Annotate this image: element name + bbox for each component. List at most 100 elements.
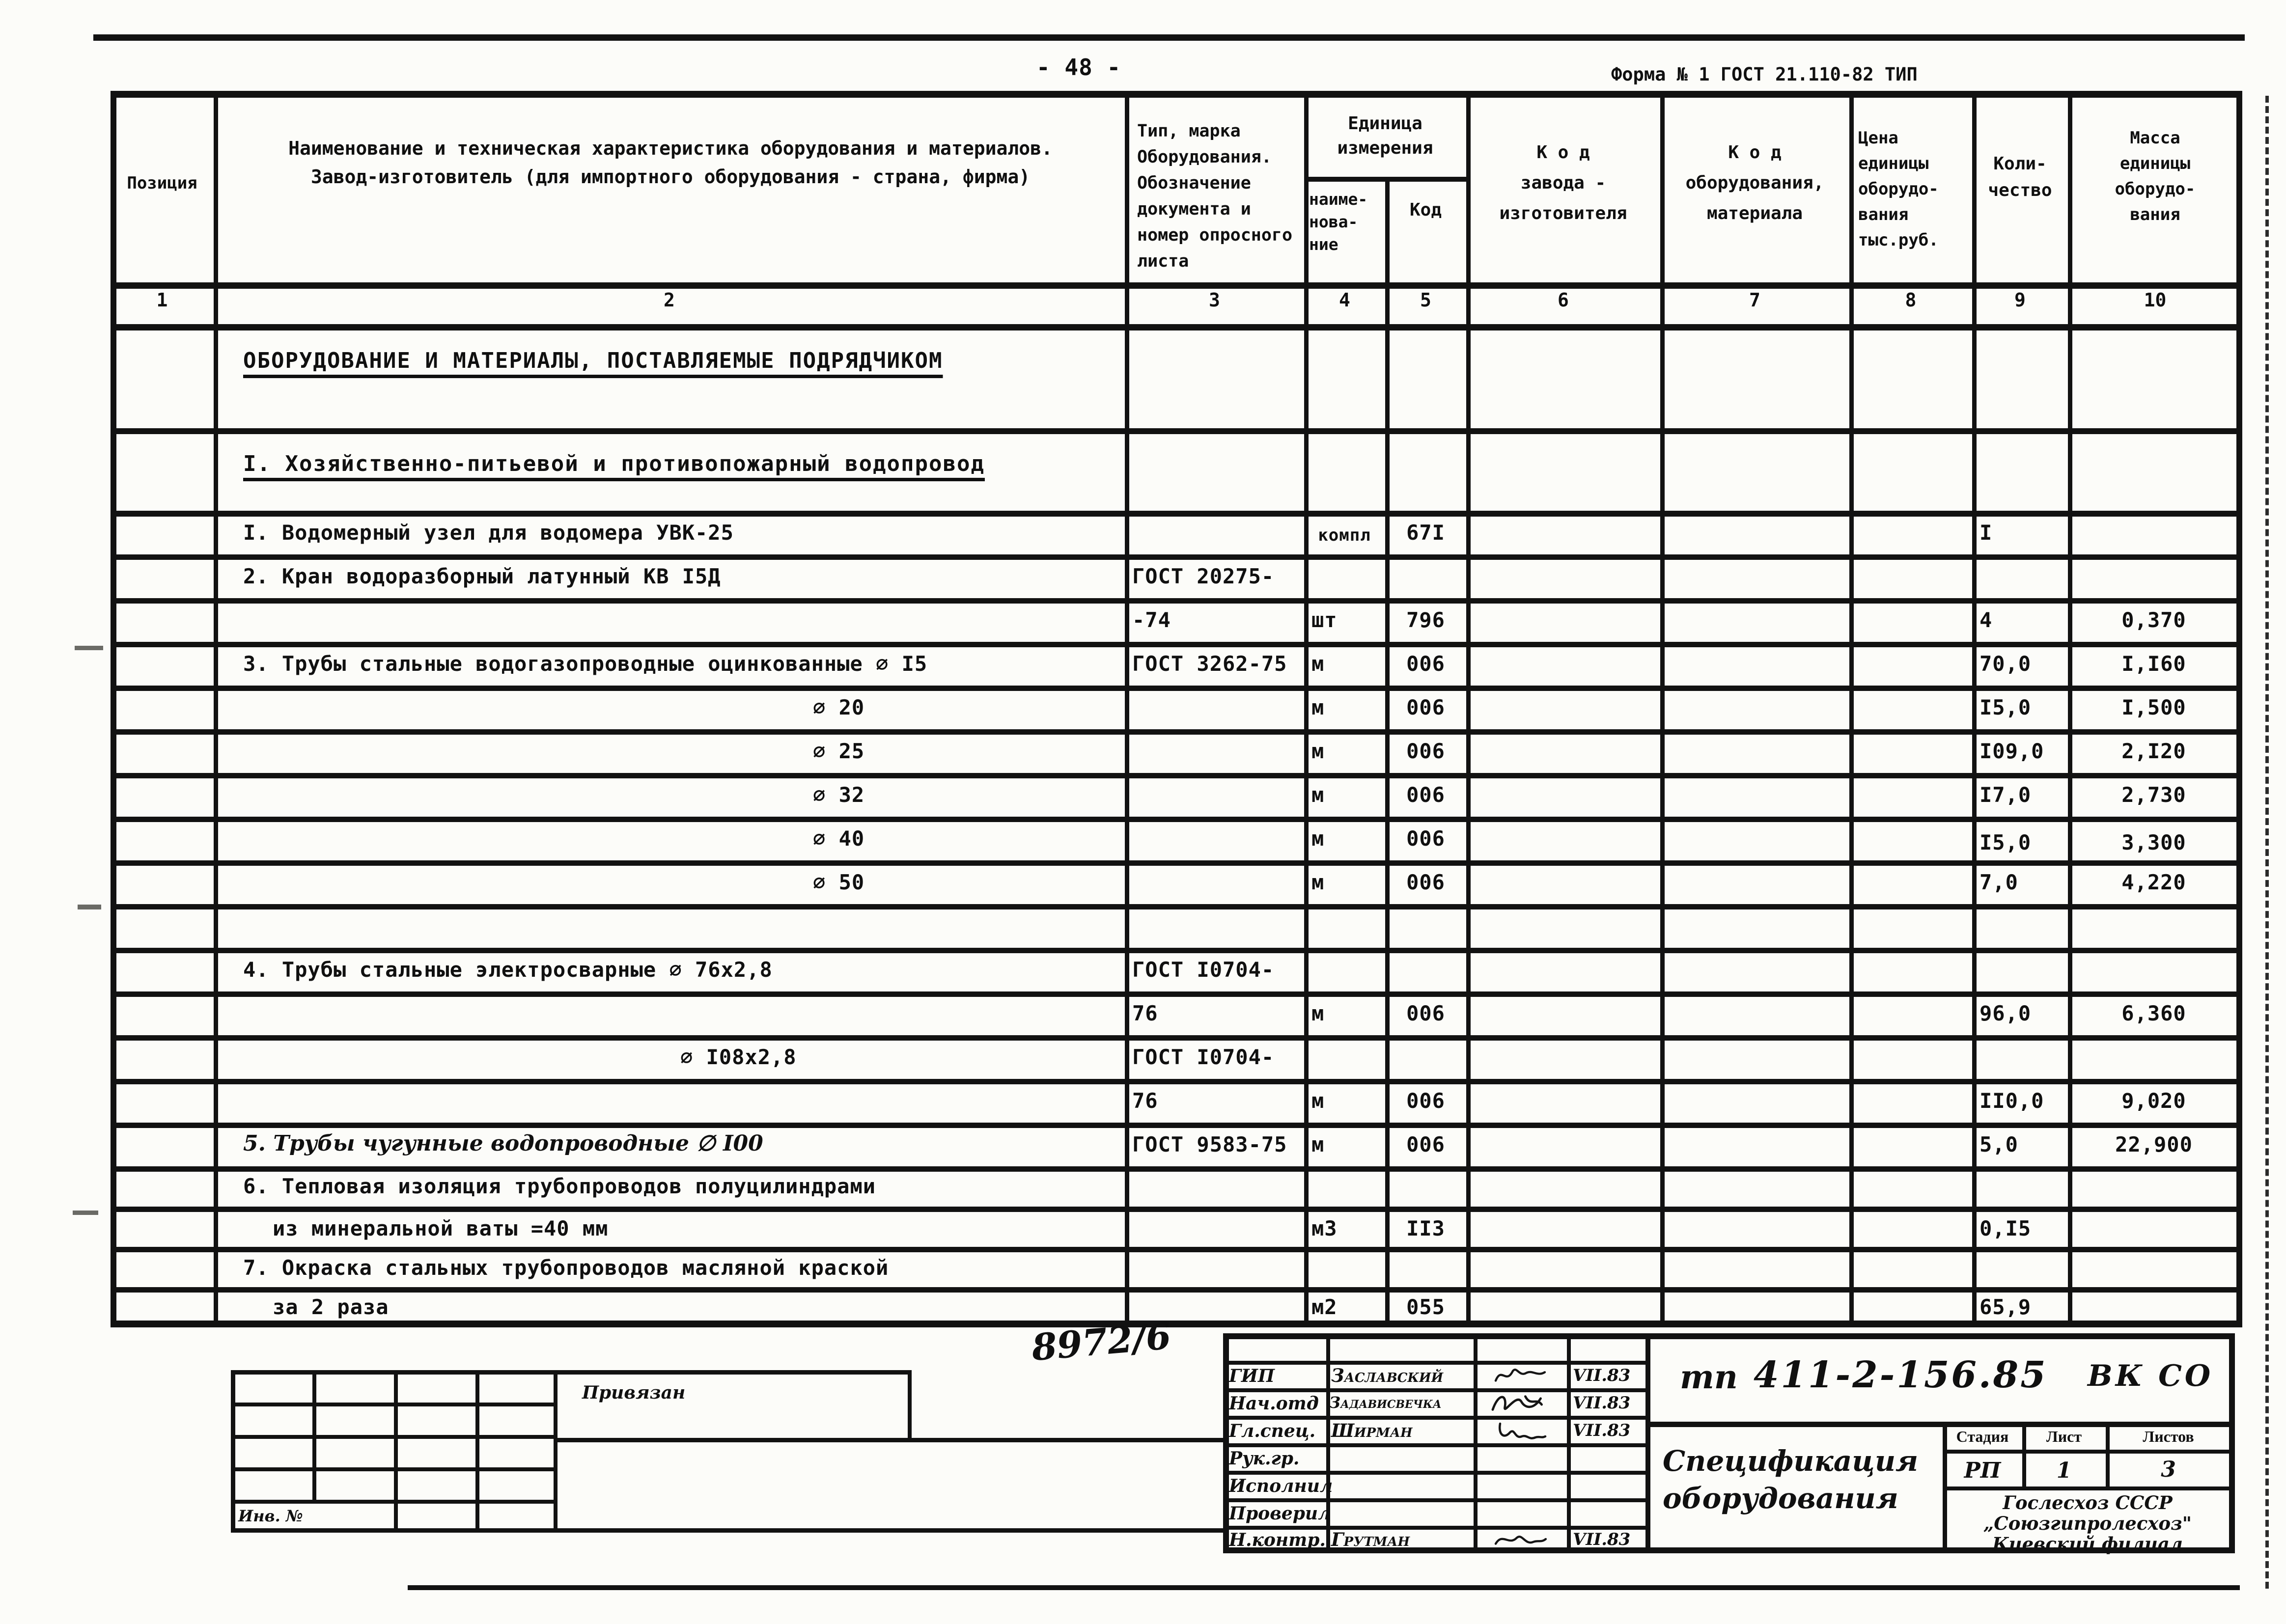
signature — [1494, 1368, 1546, 1382]
stamp-role: Нач.отд — [1229, 1393, 1319, 1414]
stamp-line — [1223, 1361, 1649, 1365]
grid-line-v — [1972, 91, 1977, 1327]
document-mark: ВК СО — [2088, 1359, 2214, 1393]
section-title: ОБОРУДОВАНИЕ И МАТЕРИАЛЫ, ПОСТАВЛЯЕМЫЕ П… — [243, 348, 943, 373]
col-number: 1 — [156, 289, 168, 311]
grid-line-h — [111, 1035, 2242, 1041]
grid-line-h — [111, 642, 2242, 647]
grid-line-h — [111, 324, 2242, 330]
grid-line-h — [111, 1207, 2242, 1212]
row-unit-code: 006 — [1406, 739, 1445, 763]
row-qty: 96,0 — [1979, 1001, 2032, 1025]
row-type-mark: 76 — [1132, 1001, 1158, 1025]
row-name: 6. Тепловая изоляция трубопроводов полуц… — [243, 1174, 876, 1198]
row-name: 4. Трубы стальные электросварные ∅ 76x2,… — [243, 958, 773, 982]
col-number: 2 — [664, 289, 675, 311]
group-title: I. Хозяйственно-питьевой и противопожарн… — [243, 451, 985, 476]
row-unit: м — [1311, 783, 1325, 807]
grid-line-v — [214, 91, 218, 1327]
grid-line-h — [111, 817, 2242, 822]
grid-line-h — [111, 729, 2242, 735]
stamp-line — [1223, 1416, 1649, 1420]
row-name: 7. Окраска стальных трубопроводов маслян… — [243, 1256, 889, 1280]
col-number: 6 — [1558, 289, 1569, 311]
grid-line-v — [2068, 91, 2072, 1327]
col-header-position: Позиция — [127, 173, 197, 193]
row-type-mark: ГОСТ 20275- — [1132, 564, 1275, 588]
row-mass: 3,300 — [2121, 830, 2186, 854]
stamp-role: Рук.гр. — [1229, 1448, 1300, 1469]
row-qty: II0,0 — [1979, 1089, 2044, 1113]
grid-line-v — [1125, 91, 1129, 1327]
stamp-name: Задависвечка — [1329, 1393, 1442, 1412]
stamp-role: Исполнил — [1229, 1476, 1333, 1496]
row-mass: 4,220 — [2121, 870, 2186, 894]
grid-line-v — [1660, 91, 1665, 1327]
grid-line-v — [1304, 91, 1309, 1327]
grid-line-h — [111, 598, 2242, 604]
row-name: ∅ 40 — [813, 826, 865, 851]
grid-line-v — [231, 1370, 235, 1532]
row-unit: м — [1311, 652, 1325, 676]
stamp-border — [1223, 1333, 2235, 1339]
col-header-unit-code: Код — [1409, 200, 1442, 220]
grid-line-v — [312, 1370, 316, 1500]
col-header-quantity: Коли- чество — [1988, 154, 2052, 200]
sheets-label: Листов — [2143, 1428, 2194, 1445]
row-qty: I7,0 — [1979, 783, 2032, 807]
corner-line — [558, 1438, 1226, 1442]
row-unit: м — [1311, 695, 1325, 719]
row-unit: мЗ — [1311, 1216, 1338, 1240]
grid-line-v — [2236, 91, 2242, 1327]
stamp-line — [2022, 1422, 2026, 1486]
grid-line-v — [1849, 91, 1854, 1327]
row-name: ∅ 20 — [813, 695, 865, 719]
row-qty: 7,0 — [1979, 870, 2018, 894]
scan-artifact — [73, 1211, 98, 1215]
row-mass: 0,370 — [2121, 608, 2186, 632]
row-unit-code: 006 — [1406, 1001, 1445, 1025]
sheets-value: 3 — [2161, 1457, 2176, 1482]
stamp-date: VII.83 — [1573, 1366, 1631, 1385]
stamp-line — [1223, 1388, 1649, 1392]
row-mass: 22,900 — [2115, 1132, 2193, 1156]
grid-line-h — [1304, 177, 1471, 182]
col-number: 8 — [1905, 289, 1917, 311]
stamp-name: Ширман — [1331, 1420, 1413, 1441]
row-unit: м — [1311, 1132, 1325, 1156]
grid-line-v — [111, 91, 116, 1327]
row-type-mark: ГОСТ I0704- — [1132, 1045, 1275, 1069]
project-code-prefix: тп — [1680, 1358, 1738, 1396]
col-header-factory-code: К о д завода - изготовителя — [1499, 142, 1627, 223]
grid-line-h — [111, 773, 2242, 778]
grid-line-v — [394, 1370, 398, 1532]
row-name: ∅ 25 — [813, 739, 865, 763]
stamp-name: Грутман — [1331, 1529, 1410, 1550]
row-qty: 65,9 — [1979, 1295, 2032, 1319]
top-rule — [93, 34, 2245, 41]
row-unit: м — [1311, 826, 1325, 851]
col-header-equipment-code: К о д оборудования, материала — [1685, 142, 1824, 223]
row-qty: 5,0 — [1979, 1132, 2018, 1156]
row-qty: I — [1979, 521, 1993, 545]
row-type-mark: ГОСТ 9583-75 — [1132, 1132, 1287, 1156]
scan-artifact — [78, 905, 101, 909]
perforation-line — [2265, 96, 2269, 1589]
row-name: ∅ 32 — [813, 783, 865, 807]
row-unit-code: 055 — [1406, 1295, 1445, 1319]
grid-line-h — [111, 991, 2242, 997]
stamp-line — [1223, 1526, 1649, 1530]
stamp-line — [1223, 1443, 1649, 1447]
grid-line-h — [111, 282, 2242, 289]
col-number: 5 — [1420, 289, 1431, 311]
row-unit-code: 006 — [1406, 1132, 1445, 1156]
col-header-mass: Масса единицы оборудо- вания — [2115, 128, 2196, 224]
stamp-role: Н.контр. — [1229, 1530, 1326, 1550]
row-type-mark: -74 — [1132, 608, 1171, 632]
signature — [1491, 1395, 1543, 1411]
row-mass: 2,730 — [2121, 783, 2186, 807]
row-unit: м — [1311, 1089, 1325, 1113]
spec-table: Позиция Наименование и техническая харак… — [111, 91, 2242, 1327]
grid-line-h — [111, 91, 2242, 98]
row-type-mark: 76 — [1132, 1089, 1158, 1113]
